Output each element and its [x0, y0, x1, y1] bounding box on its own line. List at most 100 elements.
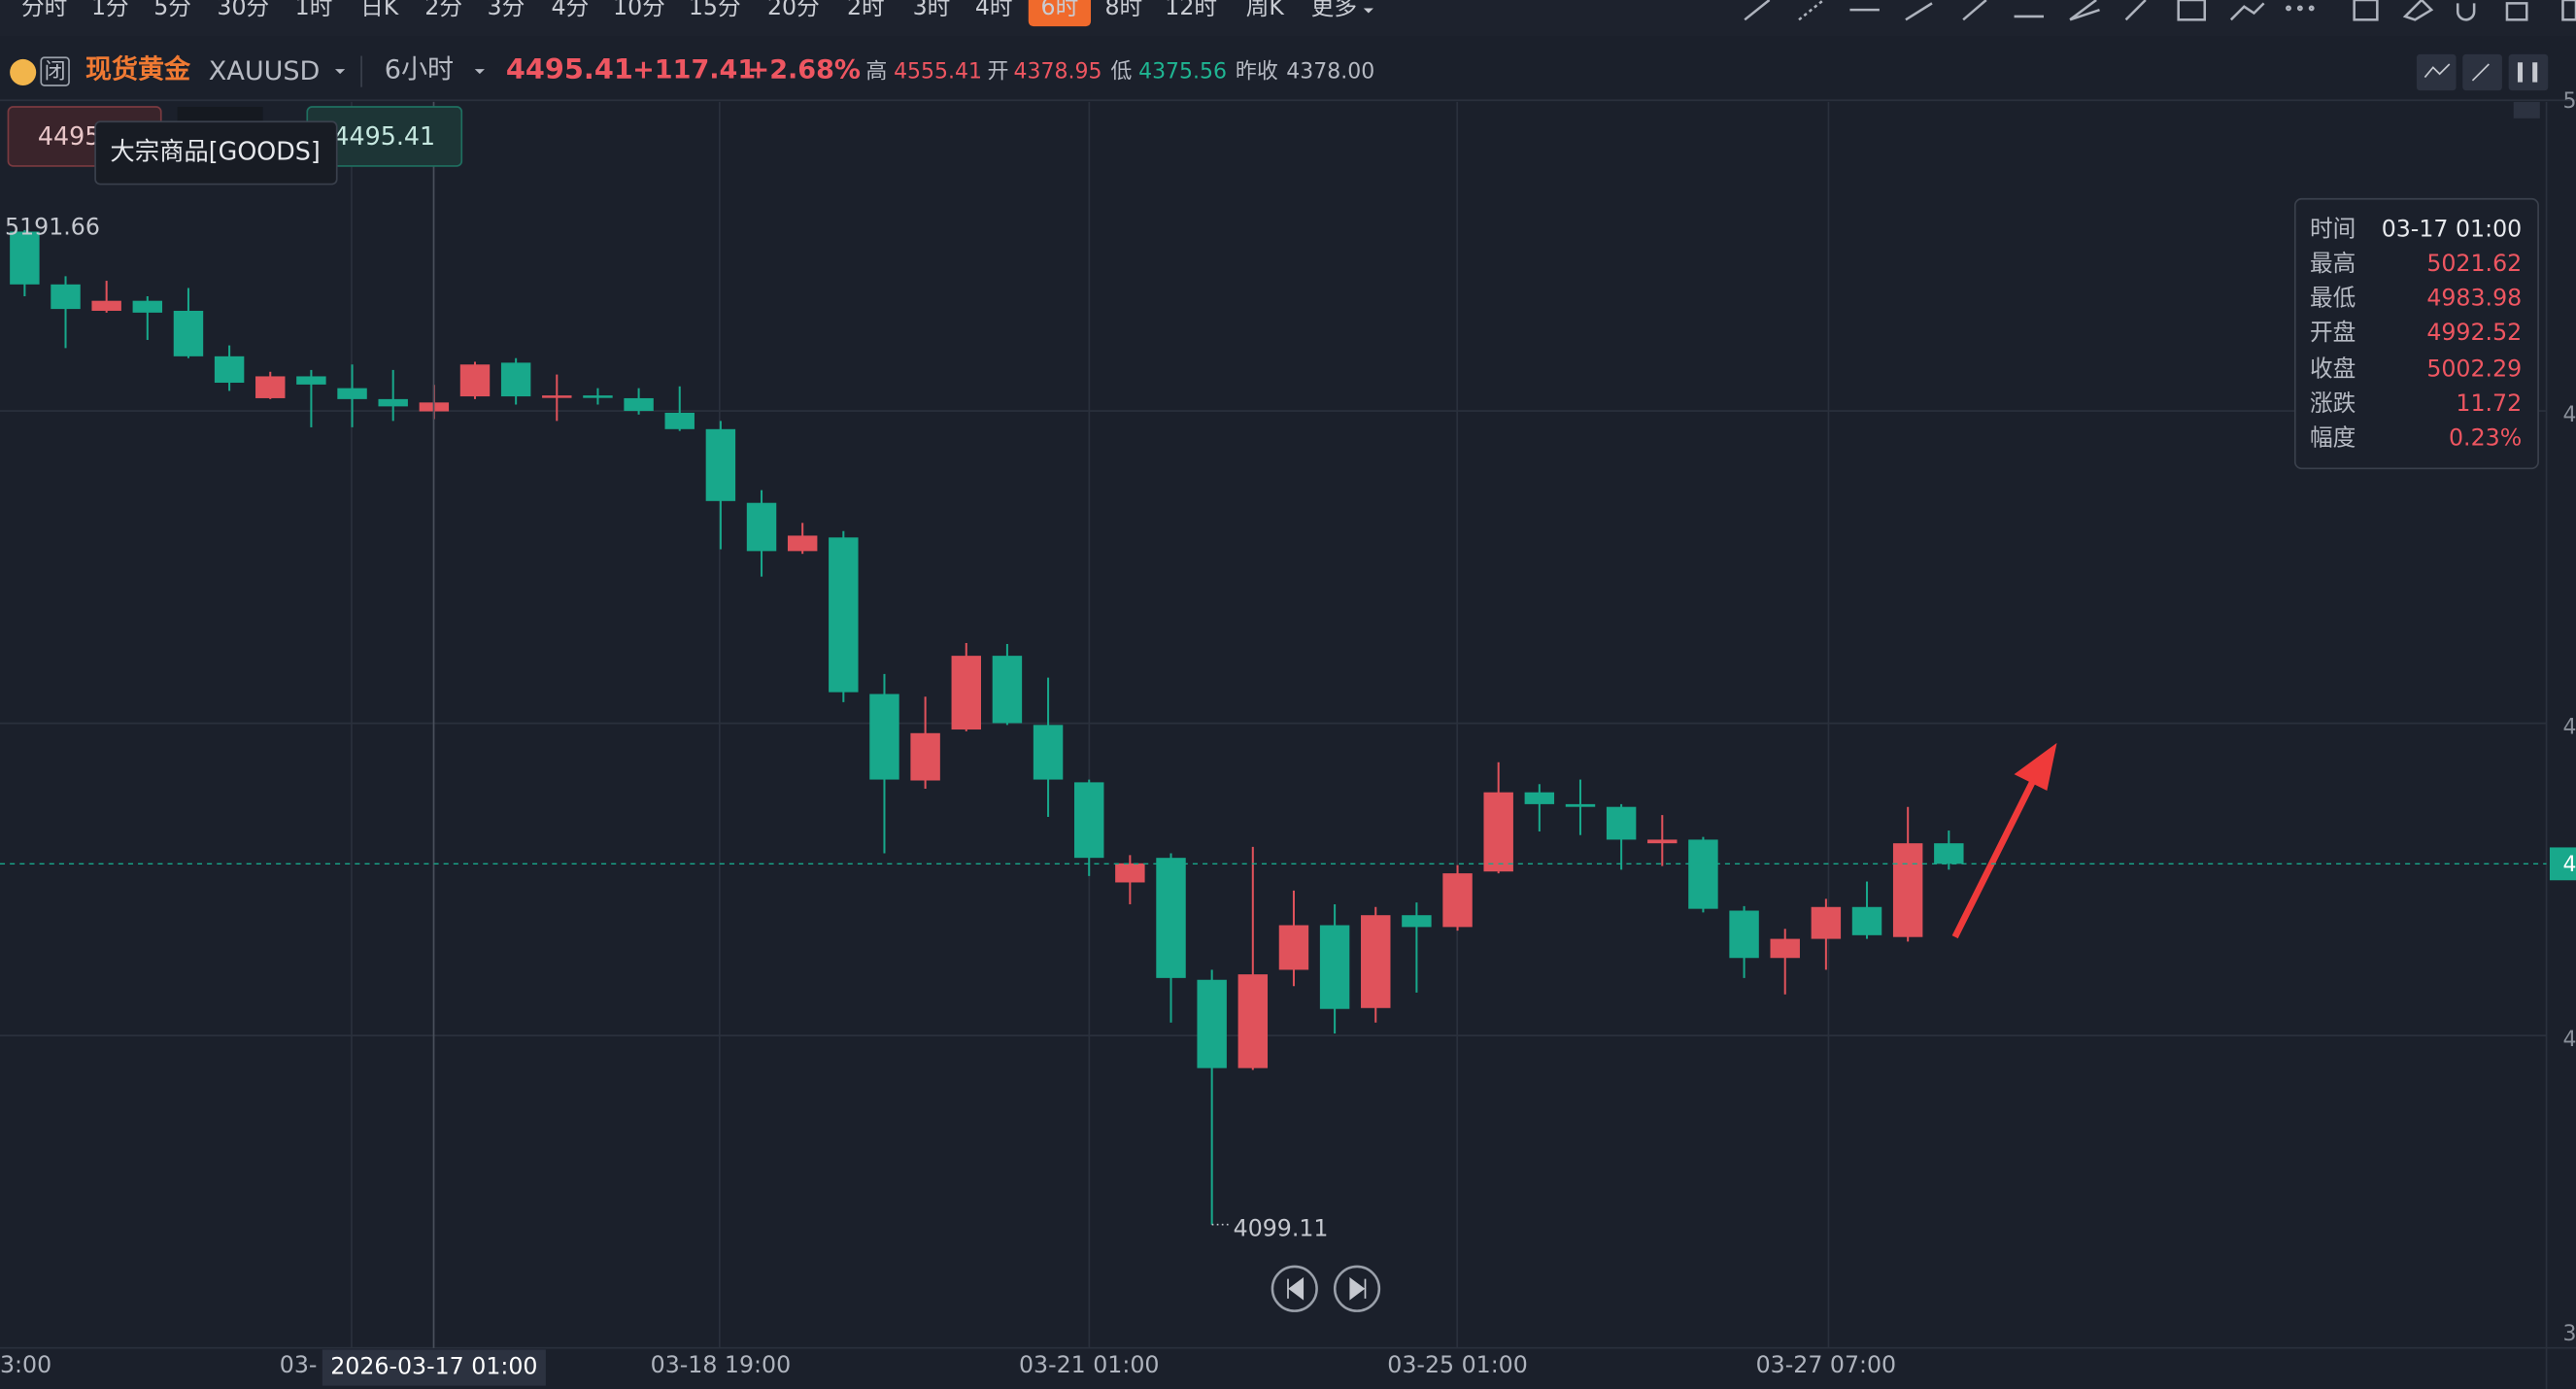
candle-body	[1647, 839, 1678, 844]
info-label: 最高	[2310, 250, 2356, 277]
timeframe[interactable]: 2分	[424, 0, 462, 20]
info-value: 0.23%	[2449, 423, 2522, 451]
y-axis-fragment: 3	[2562, 1322, 2576, 1346]
candle-body	[296, 376, 326, 385]
candle-body	[378, 398, 408, 407]
timeframe[interactable]: 4分	[552, 0, 590, 20]
info-label: 最低	[2310, 284, 2356, 311]
candle-body	[1033, 725, 1064, 780]
low-marker: 4099.11	[1234, 1214, 1329, 1241]
active-timeframe-bg	[1028, 0, 1092, 27]
x-tick-label: 3:00	[0, 1351, 51, 1378]
open-label: 开	[987, 59, 1008, 84]
y-axis-fragment: 4	[2562, 403, 2576, 427]
timeframe[interactable]: 1分	[91, 0, 129, 20]
info-value: 11.72	[2456, 390, 2522, 417]
x-tick-label: 03-25 01:00	[1387, 1351, 1527, 1378]
timeframe[interactable]: 3时	[913, 0, 951, 20]
candle-body	[1073, 782, 1104, 859]
timeframe[interactable]: 5分	[153, 0, 191, 20]
high-value: 4555.41	[894, 59, 982, 84]
symbol-icon	[10, 58, 37, 85]
period[interactable]: 6小时	[385, 54, 454, 85]
timeframe[interactable]: 分时	[21, 0, 67, 20]
info-rows: 时间 03-17 01:00 最高 5021.62 最低 4983.98 开盘 …	[2310, 215, 2522, 451]
candle-body	[1851, 906, 1882, 935]
candle-body	[664, 412, 695, 429]
candle-body	[1565, 803, 1596, 807]
x-tick-label: 03-	[280, 1351, 318, 1378]
low-label: 低	[1110, 59, 1132, 84]
timeframe[interactable]: 6时	[1041, 0, 1079, 20]
candle-body	[1361, 915, 1391, 1008]
candle-body	[214, 356, 245, 384]
candle-body	[1156, 858, 1186, 978]
candle-body	[337, 388, 367, 399]
replay-controls[interactable]	[1271, 1265, 1381, 1312]
info-panel	[2293, 197, 2539, 470]
timeframe[interactable]: 日K	[360, 0, 400, 20]
timeframe[interactable]: 1时	[295, 0, 333, 20]
toolbar-bg	[0, 0, 2576, 37]
candle-body	[1197, 979, 1227, 1068]
timeframe[interactable]: 20分	[767, 0, 820, 20]
tooltip-box	[94, 120, 338, 186]
timeframe[interactable]: 周K	[1246, 0, 1286, 20]
candle-body	[500, 362, 531, 397]
timeframe[interactable]: 8时	[1105, 0, 1143, 20]
last-price: 4495.41	[506, 52, 633, 85]
scroll-marker	[2513, 101, 2540, 119]
candle-body	[1934, 843, 1964, 864]
candle-body	[255, 376, 286, 398]
candle-body	[10, 231, 40, 285]
price-change: +117.41	[632, 54, 756, 85]
timeframe[interactable]: 4时	[975, 0, 1013, 20]
x-tick-label: 03-27 07:00	[1756, 1351, 1896, 1378]
timeframe[interactable]: 10分	[613, 0, 665, 20]
symbol-code[interactable]: XAUUSD	[209, 56, 321, 86]
candle-body	[746, 502, 777, 552]
info-value: 03-17 01:00	[2382, 215, 2522, 242]
price-tag-bg	[2549, 847, 2576, 881]
dropdown-caret	[474, 69, 485, 75]
candle-body	[1688, 839, 1718, 909]
more-caret	[1363, 8, 1373, 14]
timeframe[interactable]: 2时	[847, 0, 885, 20]
candle-body	[542, 395, 572, 398]
price-tag: 4	[2562, 853, 2576, 877]
timeframe[interactable]: 15分	[689, 0, 741, 20]
candle-body	[829, 537, 859, 693]
timeframe[interactable]: 3分	[488, 0, 525, 20]
x-tick-label: 03-18 19:00	[651, 1351, 791, 1378]
price-change-pct: +2.68%	[748, 54, 861, 85]
timeframe[interactable]: 更多	[1311, 0, 1357, 20]
candle-body	[459, 364, 491, 397]
drawing-tools[interactable]	[1744, 0, 2576, 21]
prev-close-value: 4378.00	[1286, 59, 1374, 84]
candle-body	[1278, 925, 1309, 970]
buy-price[interactable]: 4495.41	[333, 121, 435, 151]
high-label: 高	[865, 59, 887, 84]
timeframe[interactable]: 12时	[1165, 0, 1217, 20]
candle-body	[1115, 863, 1145, 883]
dropdown-caret	[335, 69, 346, 75]
candle-body	[910, 732, 940, 781]
annotation-arrow	[1951, 742, 2057, 939]
candlestick-plot	[10, 229, 1964, 1225]
header-tools[interactable]	[2416, 53, 2549, 91]
info-label: 开盘	[2310, 319, 2356, 346]
symbol-name[interactable]: 现货黄金	[85, 53, 191, 85]
candle-body	[1483, 792, 1513, 872]
candle-body	[1524, 792, 1555, 804]
sell-price[interactable]: 4495	[38, 121, 101, 151]
candle-body	[1729, 910, 1759, 959]
crosshair-label-bg	[322, 1349, 546, 1386]
high-marker: 5191.66	[5, 214, 100, 241]
y-axis-fragment: 5	[2562, 89, 2576, 114]
timeframe[interactable]: 30分	[217, 0, 269, 20]
candle-body	[1770, 938, 1800, 959]
candle-body	[951, 656, 981, 730]
info-label: 收盘	[2310, 355, 2356, 382]
